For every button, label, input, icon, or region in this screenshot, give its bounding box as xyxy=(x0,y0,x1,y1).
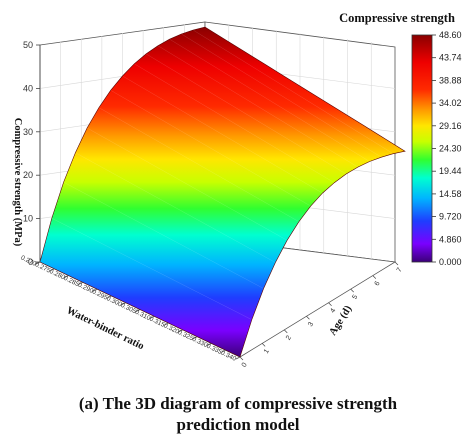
y-tick-label: 5 xyxy=(351,294,359,301)
colorbar-tick-label: 9.720 xyxy=(439,212,462,222)
z-tick-label: 30 xyxy=(23,127,33,137)
z-tick-label: 40 xyxy=(23,83,33,93)
y-tick-label: 2 xyxy=(285,335,293,342)
colorbar-tick-label: 43.74 xyxy=(439,53,462,63)
surface-edge xyxy=(39,26,406,358)
caption-line-2: prediction model xyxy=(176,415,300,434)
z-tick-label: 20 xyxy=(23,170,33,180)
colorbar xyxy=(411,34,433,263)
figure-caption: (a) The 3D diagram of compressive streng… xyxy=(0,393,476,435)
colorbar-ticks: 0.000 4.860 9.720 14.58 19.44 24.30 29.16 34.02… xyxy=(432,30,462,267)
caption-line-1: (a) The 3D diagram of compressive streng… xyxy=(78,394,398,413)
colorbar-tick-label: 38.88 xyxy=(439,75,462,85)
y-tick-label: 1 xyxy=(263,348,271,355)
colorbar-tick-label: 14.58 xyxy=(439,189,462,199)
colorbar-tick-label: 4.860 xyxy=(439,234,462,244)
surface-mesh xyxy=(51,29,394,320)
y-tick-label: 0 xyxy=(241,362,249,369)
z-tick-label: 50 xyxy=(23,40,33,50)
colorbar-tick-label: 48.60 xyxy=(439,30,462,40)
colorbar-tick-label: 24.30 xyxy=(439,144,462,154)
y-tick-label: 4 xyxy=(329,307,337,314)
colorbar-tick-label: 0.000 xyxy=(439,257,462,267)
z-tick-label: 0 xyxy=(28,257,33,267)
y-tick-label: 3 xyxy=(307,321,315,328)
colorbar-tick-label: 29.16 xyxy=(439,121,462,131)
z-ticks: 0 10 20 30 40 50 xyxy=(23,40,40,267)
surface xyxy=(40,27,405,357)
colorbar-tick-label: 19.44 xyxy=(439,166,462,176)
y-tick-label: 7 xyxy=(396,267,404,274)
y-tick-label: 6 xyxy=(374,280,382,287)
z-tick-label: 10 xyxy=(23,214,33,224)
colorbar-tick-label: 34.02 xyxy=(439,98,462,108)
colorbar-title: Compressive strength xyxy=(339,11,455,25)
y-ticks: 0 1 2 3 4 5 6 7 xyxy=(239,261,404,369)
z-axis-label: Compressive strength (MPa) xyxy=(12,118,23,247)
